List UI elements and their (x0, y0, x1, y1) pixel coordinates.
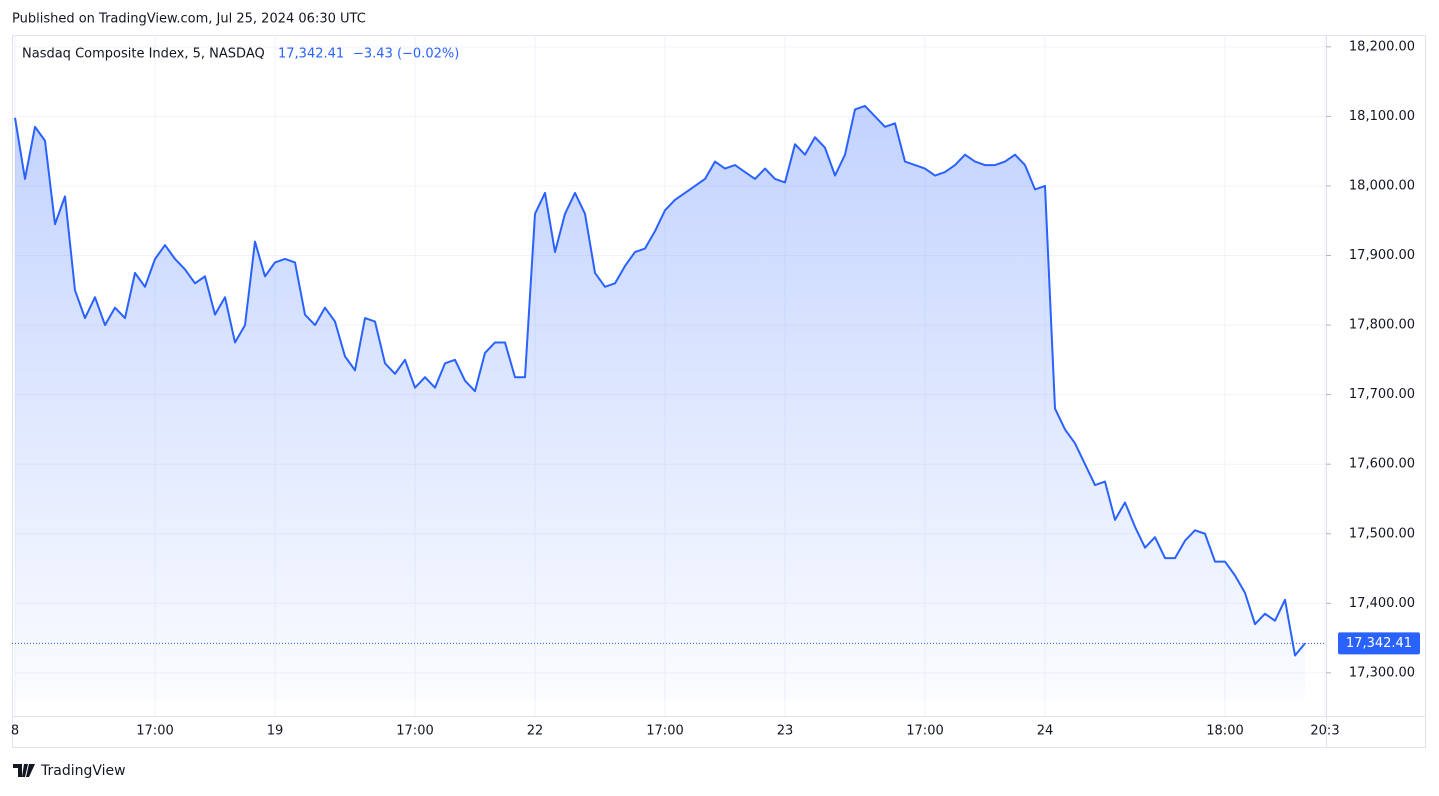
brand: TradingView (40, 763, 126, 779)
y-tick-label: 17,700.00 (1349, 387, 1415, 402)
y-tick-label: 17,600.00 (1349, 457, 1415, 472)
line (14, 104, 1306, 657)
legend-price: 17,342.41 (278, 47, 344, 62)
logo: TradingView (13, 763, 126, 779)
x-tick-label: 8 (11, 724, 19, 739)
published-note: Published on TradingView.com, Jul 25, 20… (12, 12, 366, 27)
frame (12, 35, 1426, 748)
x-tick-label: 17:00 (646, 724, 683, 739)
last-price-tag (1338, 632, 1420, 655)
y-tick-label: 17,400.00 (1349, 596, 1415, 611)
x-tick-label: 20:3 (1310, 724, 1339, 739)
y-tick-label: 18,100.00 (1349, 109, 1415, 124)
last-price-label: 17,342.41 (1346, 636, 1412, 651)
area (15, 105, 1305, 700)
y-tick-label: 17,800.00 (1349, 318, 1415, 333)
legend-change: −3.43 (−0.02%) (353, 47, 459, 62)
y-tick-label: 18,000.00 (1349, 178, 1415, 193)
x-tick-label: 22 (527, 724, 544, 739)
x-tick-label: 24 (1037, 724, 1054, 739)
y-tick-label: 18,200.00 (1349, 39, 1415, 54)
x-tick-label: 23 (777, 724, 794, 739)
x-tick-label: 17:00 (396, 724, 433, 739)
y-tick-label: 17,500.00 (1349, 526, 1415, 541)
y-tick-label: 17,900.00 (1349, 248, 1415, 263)
x-tick-label: 17:00 (906, 724, 943, 739)
legend-name: Nasdaq Composite Index, 5, NASDAQ (22, 47, 265, 62)
x-tick-label: 18:00 (1206, 724, 1243, 739)
x-tick-label: 19 (267, 724, 284, 739)
y-tick-label: 17,300.00 (1349, 665, 1415, 680)
x-tick-label: 17:00 (136, 724, 173, 739)
